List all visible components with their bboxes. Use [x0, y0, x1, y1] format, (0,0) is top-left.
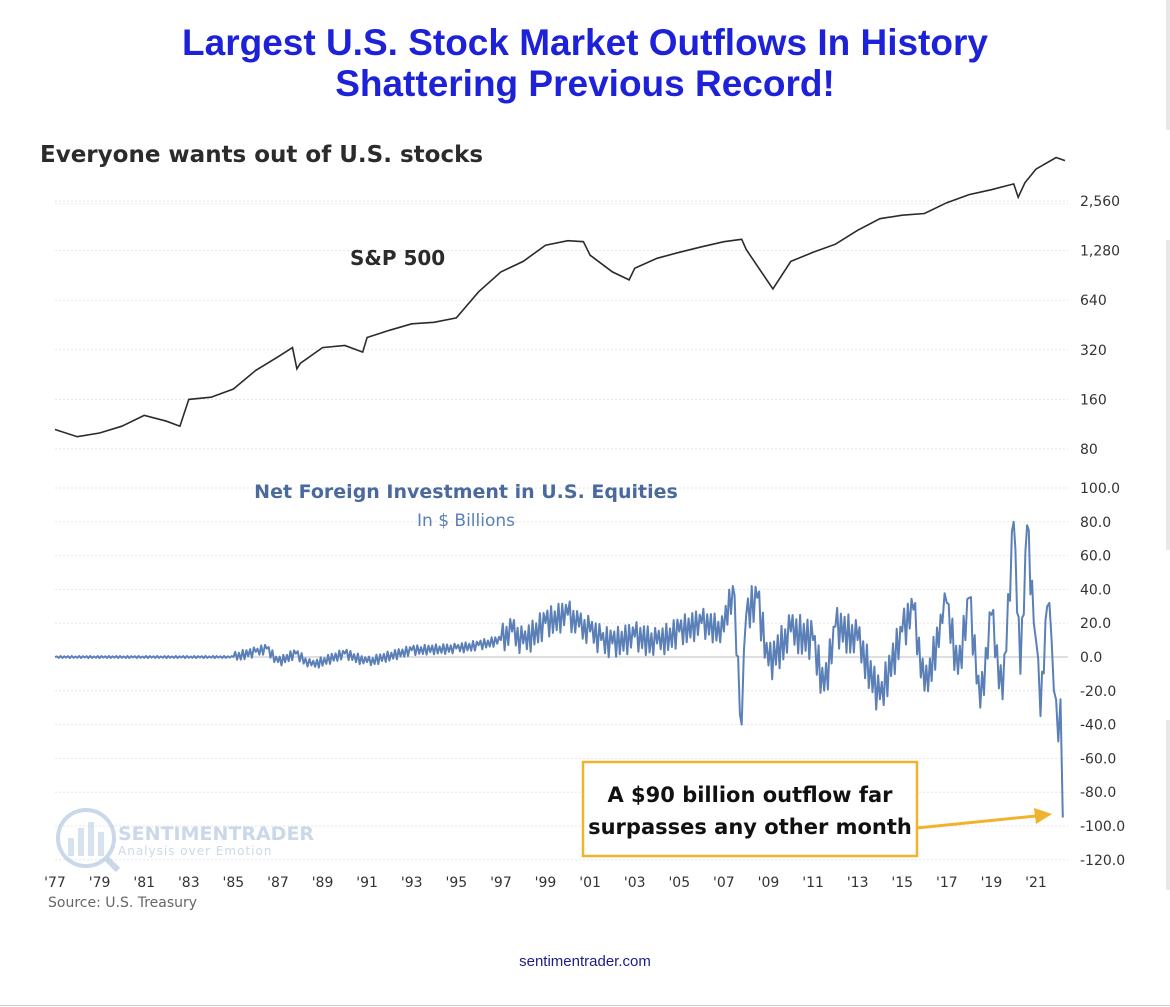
sp500-y-axis: 80 160 320 640 1,280 2,560	[1080, 194, 1120, 458]
sentimentrader-logo: SENTIMENTRADER Analysis over Emotion	[56, 808, 314, 873]
footer-site: sentimentrader.com	[519, 953, 651, 970]
x-tick-label: '93	[401, 875, 423, 891]
magnifier-icon	[56, 808, 116, 868]
sp500-series-line	[54, 156, 1066, 438]
x-tick-label: '87	[267, 875, 289, 891]
x-tick-label: '19	[981, 875, 1003, 891]
magnifier-handle	[103, 855, 121, 873]
annotation-arrow-shaft	[916, 814, 1037, 830]
flows-y-tick-label: 100.0	[1080, 481, 1120, 497]
x-tick-label: '95	[445, 875, 467, 891]
flows-y-tick-label: -120.0	[1080, 853, 1125, 869]
flows-y-tick-label: -100.0	[1080, 819, 1125, 835]
x-tick-label: '97	[490, 875, 512, 891]
sp500-y-tick-label: 640	[1080, 293, 1107, 309]
annotation-line-2: surpasses any other month	[588, 815, 912, 839]
x-tick-label: '77	[44, 875, 66, 891]
x-tick-label: '81	[133, 875, 155, 891]
flows-y-tick-label: -60.0	[1080, 751, 1116, 767]
frame-edge-middle	[1166, 240, 1170, 550]
x-tick-label: '13	[847, 875, 869, 891]
x-axis: '77 '79 '81 '83 '85 '87 '89 '91 '93 '95 '97 '99 '01 '…	[44, 875, 1047, 891]
x-tick-label: '01	[579, 875, 601, 891]
headline-line-2: Shattering Previous Record!	[335, 63, 835, 104]
sp500-y-tick-label: 2,560	[1080, 194, 1120, 210]
sp500-y-tick-label: 80	[1080, 442, 1098, 458]
x-tick-label: '17	[936, 875, 958, 891]
flows-y-tick-label: 40.0	[1080, 582, 1111, 598]
sp500-y-tick-label: 320	[1080, 343, 1107, 359]
logo-bar-2	[78, 828, 84, 856]
annotation-arrow-head	[1034, 808, 1052, 824]
headline-line-1: Largest U.S. Stock Market Outflows In Hi…	[182, 22, 988, 63]
logo-bar-3	[88, 822, 94, 856]
flows-y-tick-label: -40.0	[1080, 718, 1116, 734]
flows-chart-subtitle: In $ Billions	[417, 511, 515, 531]
x-tick-label: '85	[223, 875, 245, 891]
frame-edge-bottom	[1166, 720, 1170, 890]
x-tick-label: '11	[802, 875, 824, 891]
flows-y-tick-label: -80.0	[1080, 785, 1116, 801]
bottom-border	[0, 1005, 1170, 1006]
annotation-box	[581, 760, 919, 858]
x-tick-label: '91	[356, 875, 378, 891]
flows-series-line	[54, 520, 1064, 818]
logo-tagline: Analysis over Emotion	[118, 844, 272, 858]
logo-bar-4	[98, 832, 104, 856]
x-tick-label: '83	[178, 875, 200, 891]
headline: Largest U.S. Stock Market Outflows In Hi…	[0, 22, 1170, 104]
flows-y-tick-label: 0.0	[1080, 650, 1102, 666]
x-tick-label: '21	[1025, 875, 1047, 891]
x-tick-label: '09	[758, 875, 780, 891]
sp500-chart-title: Everyone wants out of U.S. stocks	[40, 142, 483, 168]
annotation-line-1: A $90 billion outflow far	[607, 783, 893, 807]
flows-y-tick-label: 60.0	[1080, 549, 1111, 565]
sp500-y-tick-label: 160	[1080, 392, 1107, 408]
x-tick-label: '05	[668, 875, 690, 891]
flows-chart-title: Net Foreign Investment in U.S. Equities	[254, 481, 678, 503]
x-tick-label: '03	[624, 875, 646, 891]
flows-y-axis: 100.0 80.0 60.0 40.0 20.0 0.0 -20.0 -40.0 -60.0 -…	[1080, 481, 1125, 869]
logo-bar-1	[68, 838, 74, 856]
flows-y-tick-label: -20.0	[1080, 684, 1116, 700]
sp500-gridlines	[55, 200, 1068, 450]
x-tick-label: '07	[713, 875, 735, 891]
x-tick-label: '15	[891, 875, 913, 891]
flows-y-tick-label: 80.0	[1080, 515, 1111, 531]
x-tick-label: '79	[89, 875, 111, 891]
sp500-y-tick-label: 1,280	[1080, 244, 1120, 260]
source-note: Source: U.S. Treasury	[48, 895, 197, 911]
flows-y-tick-label: 20.0	[1080, 616, 1111, 632]
frame-edge-top	[1166, 0, 1170, 130]
logo-name: SENTIMENTRADER	[118, 823, 314, 845]
sp500-series-label: S&P 500	[350, 246, 445, 270]
x-tick-label: '99	[535, 875, 557, 891]
x-tick-label: '89	[312, 875, 334, 891]
